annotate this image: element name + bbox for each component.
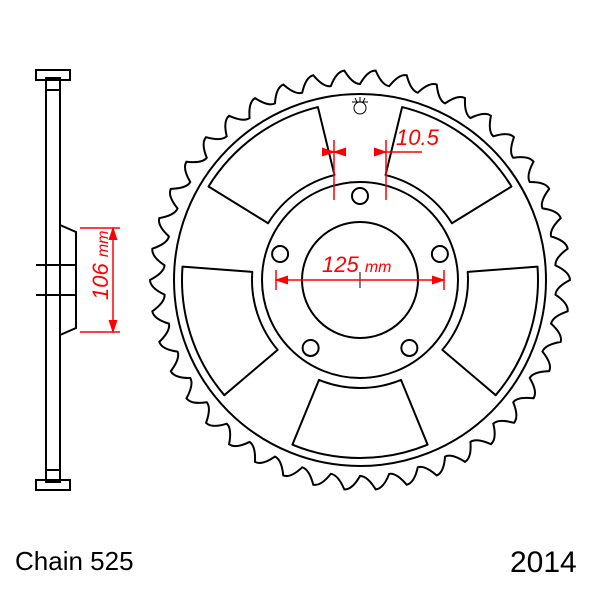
- sprocket-front: 125 mm 10.5: [150, 71, 570, 490]
- part-number-label: 2014: [510, 546, 577, 579]
- dimension-bolt-circle-label: 125 mm: [322, 252, 392, 277]
- chain-label: Chain 525: [15, 546, 134, 576]
- side-profile: [36, 70, 76, 490]
- dimension-hub-width-label: 106 mm: [88, 231, 113, 301]
- sprocket-diagram: 106 mm: [0, 0, 600, 600]
- logo-icon: [352, 97, 368, 114]
- dimension-bolt-hole-label: 10.5: [396, 125, 440, 150]
